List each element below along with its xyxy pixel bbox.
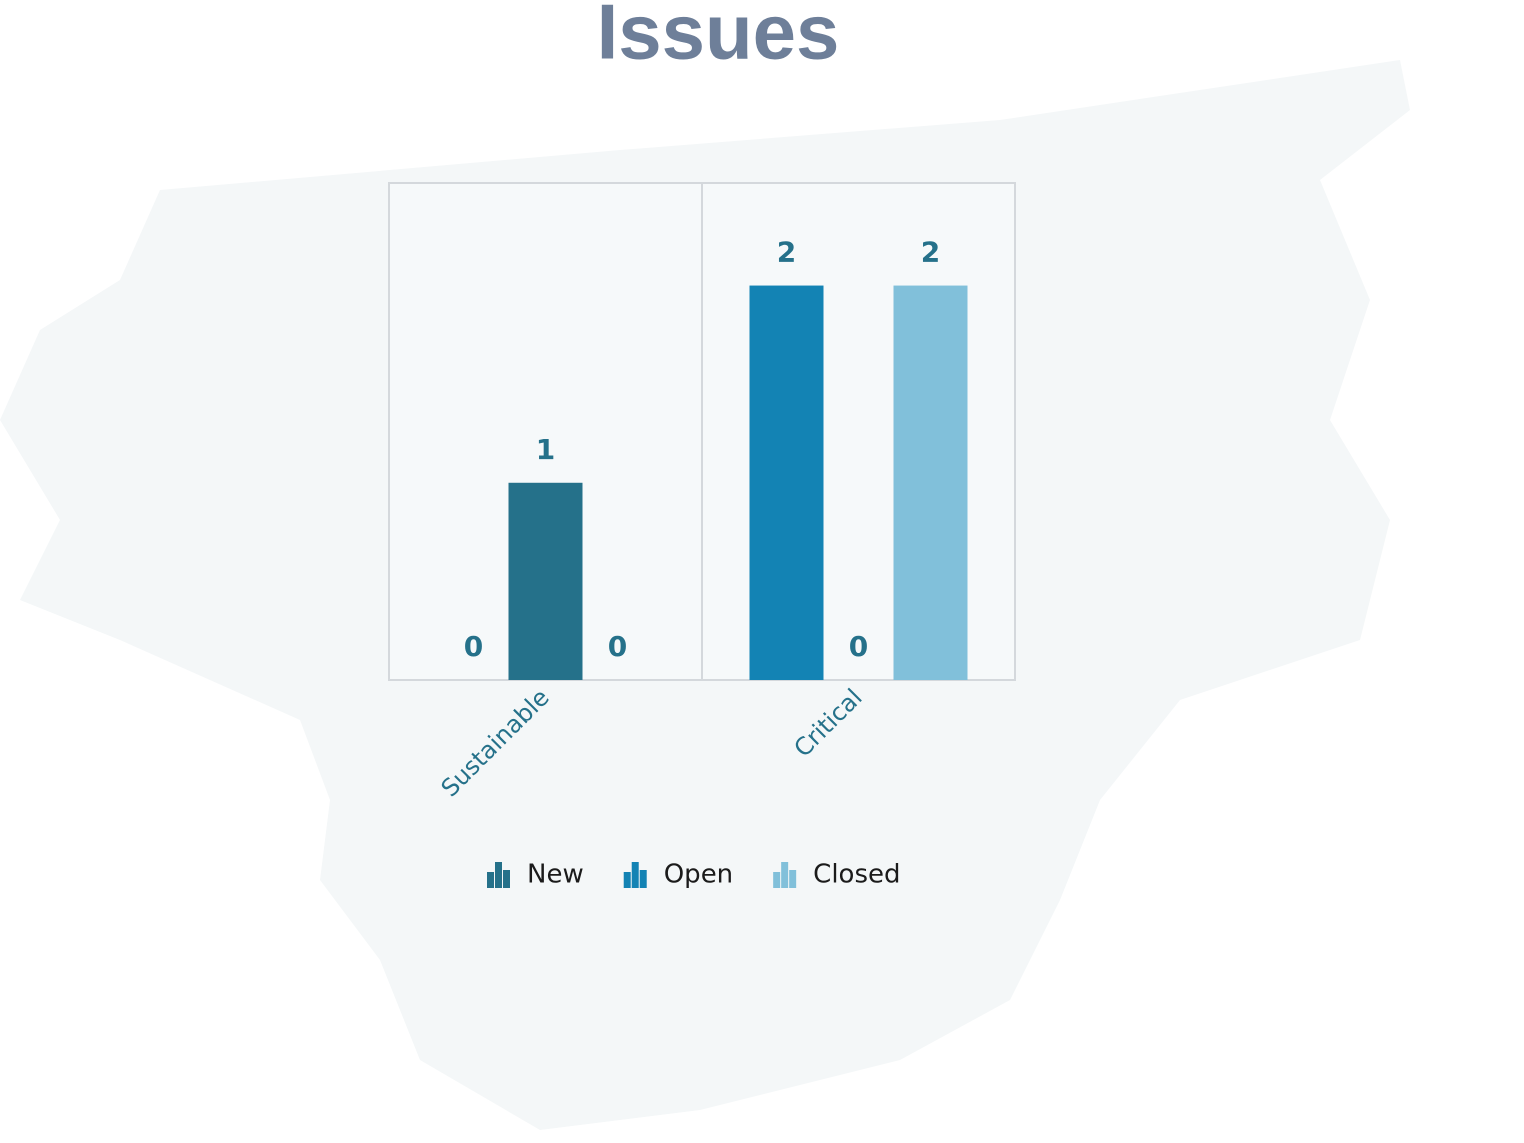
- legend-icon: [789, 870, 797, 888]
- value-label: 0: [608, 630, 627, 663]
- legend-icon: [639, 870, 647, 888]
- value-label: 0: [849, 630, 868, 663]
- legend-label: New: [527, 860, 584, 890]
- legend-icon: [773, 872, 781, 888]
- bar: [749, 285, 824, 680]
- legend-icon: [487, 872, 494, 888]
- legend-item: New: [487, 860, 584, 890]
- legend-icon: [623, 872, 631, 888]
- legend-item: Closed: [773, 860, 901, 890]
- legend-icon: [495, 862, 502, 888]
- value-label: 1: [536, 433, 555, 466]
- chart-title: Issues: [597, 0, 840, 76]
- value-label: 2: [921, 236, 940, 269]
- legend-label: Closed: [813, 860, 900, 890]
- legend-item: Open: [623, 860, 733, 890]
- legend-label: Open: [664, 860, 733, 890]
- bar: [508, 482, 583, 680]
- legend-icon: [503, 870, 510, 888]
- bar: [893, 285, 968, 680]
- value-label: 0: [464, 630, 483, 663]
- value-label: 2: [777, 236, 796, 269]
- legend-icon: [631, 862, 639, 888]
- legend-icon: [781, 862, 789, 888]
